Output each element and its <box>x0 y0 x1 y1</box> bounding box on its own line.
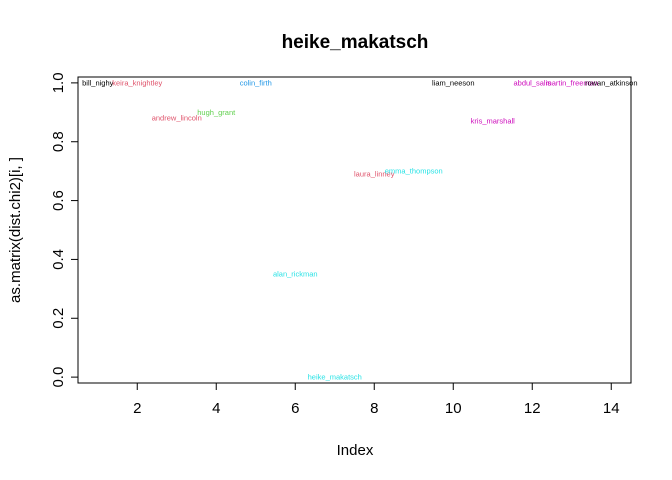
point-label: martin_freeman <box>545 78 598 87</box>
x-tick-label: 12 <box>524 400 541 417</box>
point-labels: bill_nighykeira_knightleyandrew_lincolnh… <box>82 78 637 381</box>
y-tick-label: 1.0 <box>50 72 67 93</box>
point-label: bill_nighy <box>82 78 114 87</box>
point-label: alan_rickman <box>273 270 318 279</box>
y-tick-label: 0.6 <box>50 190 67 211</box>
x-tick-label: 4 <box>212 400 220 417</box>
x-tick-label: 10 <box>445 400 462 417</box>
point-label: colin_firth <box>240 78 272 87</box>
chart-title: heike_makatsch <box>282 32 429 53</box>
point-label: abdul_salis <box>513 78 551 87</box>
x-axis-label: Index <box>337 442 374 459</box>
point-label: laura_linney <box>354 170 395 179</box>
y-tick-label: 0.0 <box>50 367 67 388</box>
y-tick-label: 0.8 <box>50 131 67 152</box>
point-label: kris_marshall <box>471 117 516 126</box>
y-axis: 0.0 0.2 0.4 0.6 0.8 1.0 <box>50 72 79 388</box>
x-tick-label: 14 <box>603 400 620 417</box>
y-tick-label: 0.2 <box>50 308 67 329</box>
x-axis: 2 4 6 8 10 12 14 <box>133 382 620 417</box>
x-tick-label: 8 <box>370 400 378 417</box>
point-label: rowan_atkinson <box>585 78 638 87</box>
x-tick-label: 6 <box>291 400 299 417</box>
point-label: andrew_lincoln <box>152 114 202 123</box>
point-label: liam_neeson <box>432 78 475 87</box>
plot-frame <box>77 76 632 384</box>
point-label: heike_makatsch <box>308 373 362 382</box>
point-label: emma_thompson <box>385 167 443 176</box>
y-axis-label: as.matrix(dist.chi2)[i, ] <box>7 157 24 303</box>
point-label: hugh_grant <box>197 108 236 117</box>
point-label: keira_knightley <box>112 78 162 87</box>
y-tick-label: 0.4 <box>50 249 67 270</box>
x-tick-label: 2 <box>133 400 141 417</box>
